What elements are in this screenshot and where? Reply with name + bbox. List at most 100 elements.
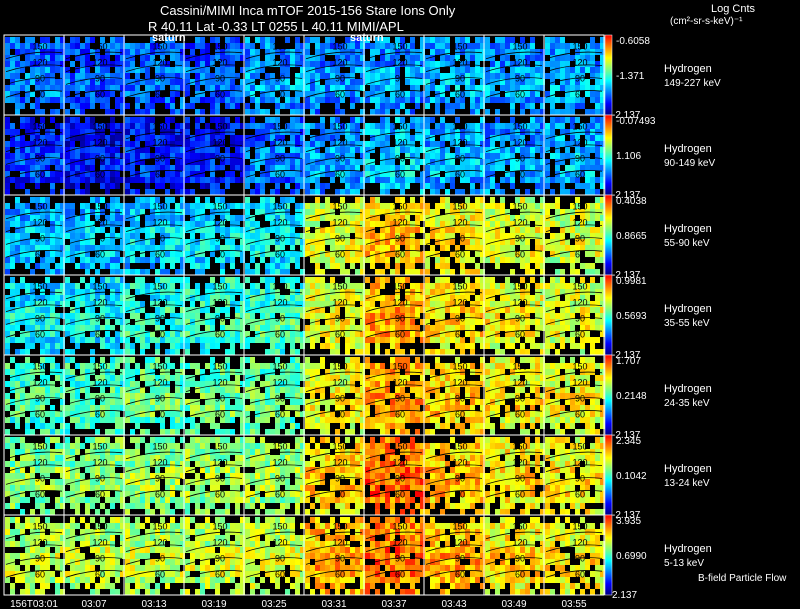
data-pixel	[35, 215, 40, 221]
data-pixel	[235, 73, 240, 79]
data-pixel	[330, 289, 335, 295]
data-pixel	[555, 49, 560, 55]
data-pixel	[505, 171, 510, 177]
data-pixel	[130, 79, 135, 85]
data-pixel	[265, 85, 270, 91]
data-pixel	[360, 109, 365, 115]
data-pixel	[540, 61, 545, 67]
data-pixel	[165, 197, 170, 203]
data-pixel	[25, 295, 30, 301]
data-pixel	[30, 215, 35, 221]
data-pixel	[500, 67, 505, 73]
data-pixel	[295, 251, 300, 257]
data-pixel	[270, 61, 275, 67]
data-pixel	[355, 197, 360, 203]
pitch-angle-contour	[485, 224, 543, 232]
data-pixel	[425, 67, 430, 73]
data-pixel	[20, 67, 25, 73]
data-pixel	[330, 209, 335, 215]
data-pixel	[140, 109, 145, 115]
data-pixel	[250, 203, 255, 209]
pitch-angle-label: 60	[95, 329, 105, 339]
data-pixel	[405, 269, 410, 275]
data-pixel	[255, 147, 260, 153]
data-pixel	[420, 269, 425, 275]
data-pixel	[480, 85, 485, 91]
data-pixel	[600, 103, 605, 109]
pitch-angle-contour	[365, 224, 423, 232]
data-pixel	[160, 141, 165, 147]
data-pixel	[30, 91, 35, 97]
data-pixel	[245, 177, 250, 183]
data-pixel	[265, 313, 270, 319]
data-pixel	[430, 183, 435, 189]
data-pixel	[40, 61, 45, 67]
data-pixel	[330, 123, 335, 129]
data-pixel	[570, 165, 575, 171]
data-pixel	[330, 245, 335, 251]
pitch-angle-contour	[305, 144, 363, 152]
data-pixel	[360, 325, 365, 331]
data-pixel	[10, 283, 15, 289]
data-pixel	[375, 85, 380, 91]
data-pixel	[25, 55, 30, 61]
data-pixel	[10, 337, 15, 343]
data-pixel	[360, 289, 365, 295]
data-pixel	[25, 307, 30, 313]
data-pixel	[570, 91, 575, 97]
data-pixel	[120, 91, 125, 97]
data-pixel	[320, 257, 325, 263]
data-pixel	[315, 197, 320, 203]
data-pixel	[310, 325, 315, 331]
data-pixel	[550, 117, 555, 123]
data-pixel	[50, 245, 55, 251]
data-pixel	[130, 239, 135, 245]
data-pixel	[90, 349, 95, 355]
pitch-angle-label: 150	[92, 281, 107, 291]
data-pixel	[235, 43, 240, 49]
data-pixel	[195, 165, 200, 171]
data-pixel	[270, 269, 275, 275]
data-pixel	[290, 171, 295, 177]
data-pixel	[325, 233, 330, 239]
data-pixel	[275, 61, 280, 67]
data-pixel	[170, 73, 175, 79]
data-pixel	[300, 203, 305, 209]
data-pixel	[145, 67, 150, 73]
data-pixel	[270, 91, 275, 97]
data-pixel	[310, 343, 315, 349]
data-pixel	[210, 141, 215, 147]
data-pixel	[495, 97, 500, 103]
data-pixel	[325, 283, 330, 289]
data-pixel	[555, 61, 560, 67]
data-pixel	[360, 239, 365, 245]
data-pixel	[600, 227, 605, 233]
data-pixel	[245, 239, 250, 245]
data-pixel	[210, 209, 215, 215]
data-pixel	[525, 233, 530, 239]
data-pixel	[410, 79, 415, 85]
data-pixel	[45, 239, 50, 245]
data-pixel	[155, 343, 160, 349]
data-pixel	[85, 215, 90, 221]
data-pixel	[410, 135, 415, 141]
data-pixel	[465, 233, 470, 239]
data-pixel	[480, 189, 485, 195]
data-pixel	[315, 319, 320, 325]
data-pixel	[505, 49, 510, 55]
data-pixel	[555, 141, 560, 147]
data-pixel	[520, 171, 525, 177]
pitch-angle-contour	[245, 51, 303, 60]
data-pixel	[440, 79, 445, 85]
data-pixel	[460, 147, 465, 153]
data-pixel	[300, 221, 305, 227]
data-pixel	[110, 159, 115, 165]
data-pixel	[360, 319, 365, 325]
data-pixel	[35, 325, 40, 331]
data-pixel	[130, 203, 135, 209]
data-pixel	[560, 269, 565, 275]
data-pixel	[115, 159, 120, 165]
data-pixel	[535, 177, 540, 183]
data-pixel	[295, 61, 300, 67]
